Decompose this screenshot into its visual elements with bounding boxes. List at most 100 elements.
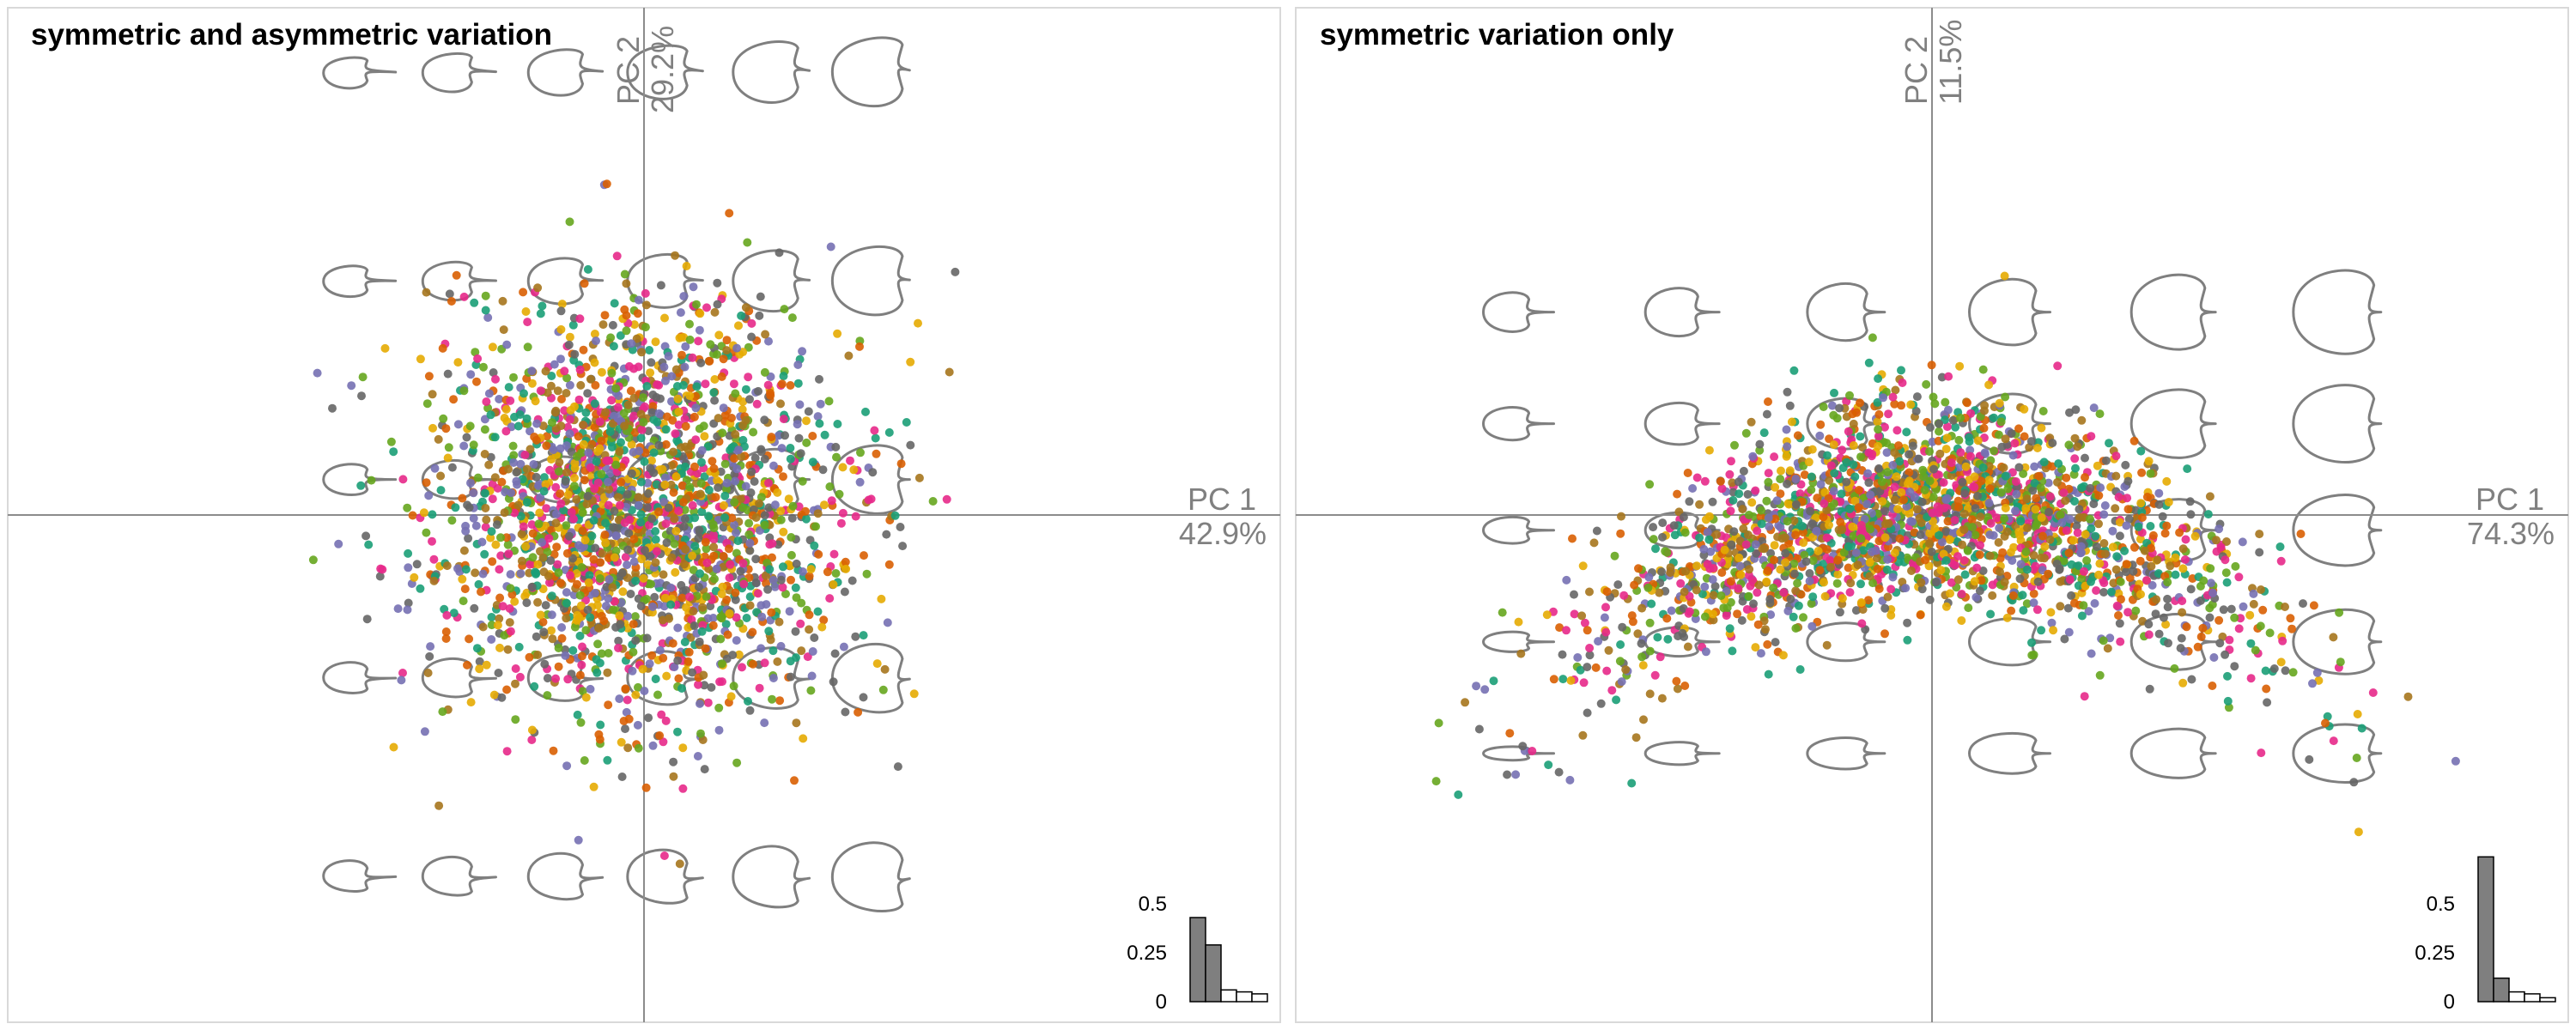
data-point [2239,602,2248,611]
data-point [896,523,905,531]
data-point [508,441,518,451]
data-point [1880,533,1890,542]
data-point [815,374,823,384]
data-point [1976,541,1984,550]
data-point [551,482,561,492]
data-point [2039,457,2049,467]
data-point [561,651,570,660]
data-point [643,489,653,498]
leaf-shape [421,855,497,897]
data-point [1785,401,1795,410]
data-point [655,731,665,740]
data-point [722,346,732,355]
data-point [635,446,644,456]
data-point [422,478,431,488]
data-point [2015,574,2025,584]
leaf-shape [1806,736,1886,771]
data-point [653,417,662,427]
data-point [546,381,556,391]
data-point [717,372,726,381]
data-point [677,350,686,360]
data-point [482,515,491,524]
data-point [2077,574,2087,584]
data-point [685,335,695,344]
data-point [2103,644,2112,653]
data-point [1741,540,1751,549]
data-point [559,506,568,515]
pc2-axis-label: PC 2 [611,36,646,105]
data-point [1880,422,1889,432]
data-point [677,593,687,603]
data-point [502,747,512,756]
data-point [1770,452,1779,462]
data-point [696,309,705,318]
data-point [521,542,531,551]
data-point [621,456,630,465]
data-point [2176,644,2185,653]
data-point [2175,528,2184,537]
data-point [730,520,738,530]
data-point [404,548,413,558]
data-point [737,311,746,320]
data-point [1728,478,1737,488]
data-point [651,527,660,536]
data-point [732,613,741,622]
data-point [893,762,902,772]
data-point [1600,613,1609,622]
data-point [596,720,605,730]
data-point [700,765,709,774]
data-point [2028,486,2038,495]
data-point [1988,591,1997,600]
data-point [849,465,859,475]
data-point [1805,569,1814,578]
data-point [1826,461,1836,470]
data-point [2075,505,2084,514]
data-point [681,545,690,554]
data-point [619,717,629,725]
data-point [725,609,734,618]
data-point [764,627,774,636]
data-point [499,325,508,335]
data-point [549,746,558,755]
data-point [562,761,572,771]
data-point [1926,423,1935,432]
data-point [556,499,566,508]
data-point [627,469,636,478]
data-point [659,851,669,860]
data-point [641,783,651,792]
data-point [688,500,697,510]
data-point [2246,674,2256,683]
data-point [541,480,550,489]
data-point [554,568,563,578]
data-point [1948,415,1958,425]
data-point [592,457,601,466]
data-point [624,361,634,371]
data-point [695,525,704,535]
data-point [743,238,752,247]
data-point [1890,399,1899,409]
data-point [701,379,710,389]
data-point [807,671,817,681]
data-point [1666,563,1675,573]
data-point [662,671,671,681]
data-point [416,354,425,364]
data-point [745,546,755,555]
data-point [2052,559,2062,568]
data-point [709,524,719,533]
data-point [613,414,623,423]
data-point [2095,559,2105,568]
data-point [1762,577,1771,586]
data-point [788,501,798,511]
data-point [651,337,660,347]
data-point [1747,417,1756,427]
data-point [562,548,572,558]
data-point [505,604,514,613]
data-point [404,563,413,573]
data-point [1967,515,1977,524]
data-point [808,432,817,440]
data-point [1781,548,1790,558]
data-point [422,528,431,537]
data-point [813,509,823,518]
data-point [465,634,474,644]
data-point [490,433,500,442]
